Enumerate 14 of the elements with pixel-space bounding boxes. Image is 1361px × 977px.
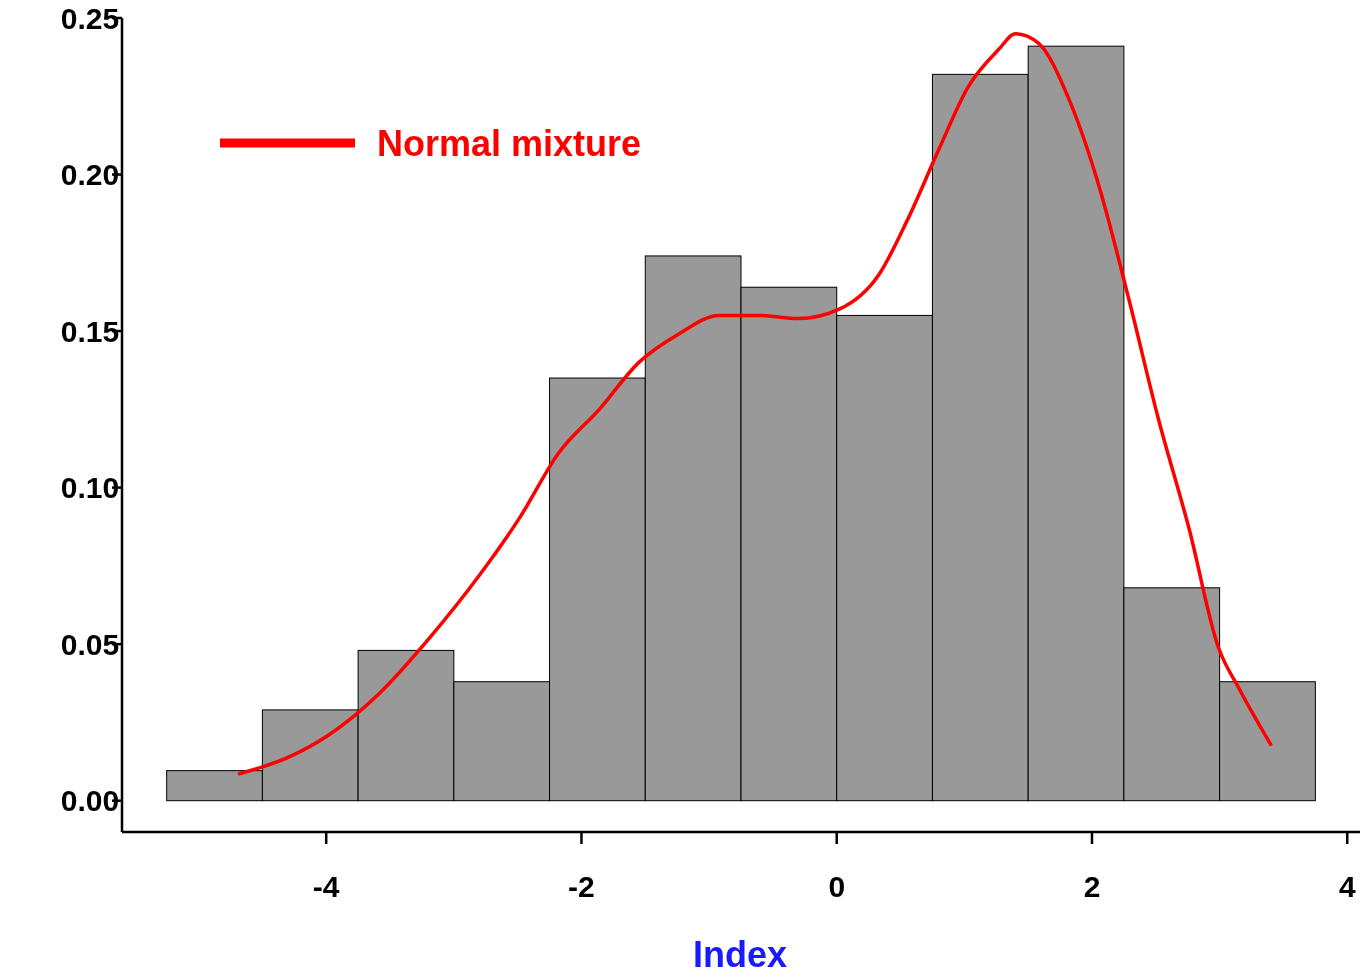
- x-tick-label: -2: [568, 870, 595, 903]
- y-tick-label: 0.00: [60, 784, 120, 818]
- x-tick-label: 4: [1338, 870, 1356, 903]
- line-series: [237, 31, 1273, 776]
- x-tick-label: 0: [828, 870, 846, 903]
- x-tick-label: 2: [1083, 870, 1101, 903]
- legend-label: Normal mixture: [377, 122, 642, 164]
- y-tick-label: 0.15: [60, 314, 120, 348]
- x-tick-label: -4: [312, 870, 340, 903]
- y-tick-label: 0.10: [60, 471, 120, 505]
- y-tick-label: 0.05: [60, 627, 120, 661]
- y-tick-label: 0.20: [60, 158, 120, 192]
- x-axis-title: Index: [692, 934, 788, 975]
- y-tick-label: 0.25: [60, 1, 120, 35]
